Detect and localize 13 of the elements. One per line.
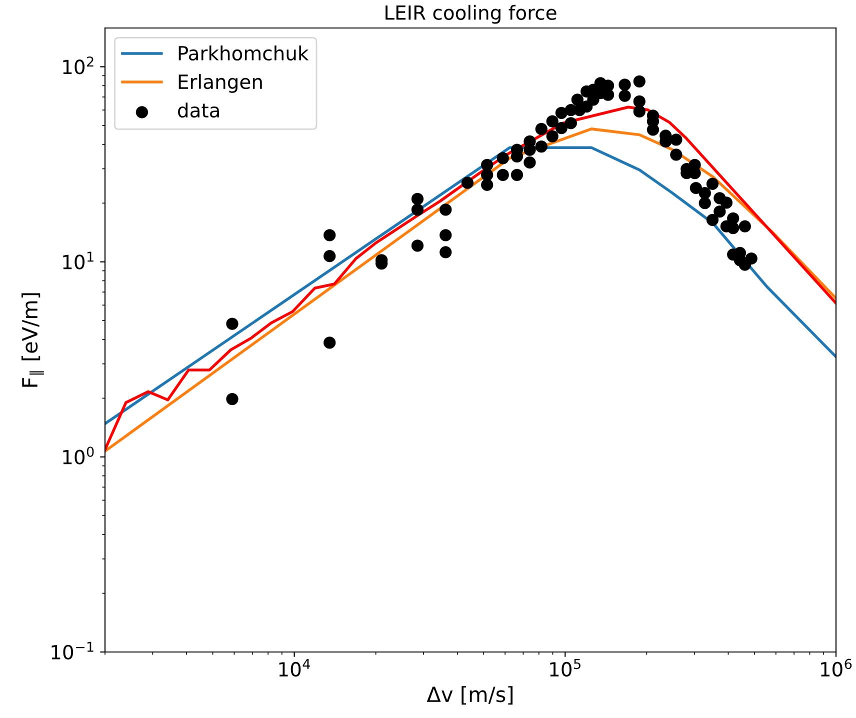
y-tick-label: 10$^{−1}$	[52, 642, 94, 660]
y-tick-label: 10$^{1}$	[63, 252, 94, 270]
x-tick-label: 10$^{5}$	[550, 658, 580, 677]
x-tick-label: 10$^{6}$	[821, 658, 852, 677]
x-tick-label: 10$^{4}$	[279, 658, 310, 677]
legend-label: Parkhomchuk	[178, 46, 309, 61]
y-tick-label: 10$^{0}$	[63, 446, 94, 464]
x-axis-title: Δv [m/s]	[426, 686, 513, 705]
chart-title: LEIR cooling force	[386, 4, 556, 24]
legend-label: Erlangen	[178, 74, 262, 93]
legend-label: data	[178, 102, 219, 118]
y-tick-label: 10$^{2}$	[63, 56, 94, 74]
y-axis-title: F$_{∥}$ [eV/m]	[22, 293, 44, 387]
